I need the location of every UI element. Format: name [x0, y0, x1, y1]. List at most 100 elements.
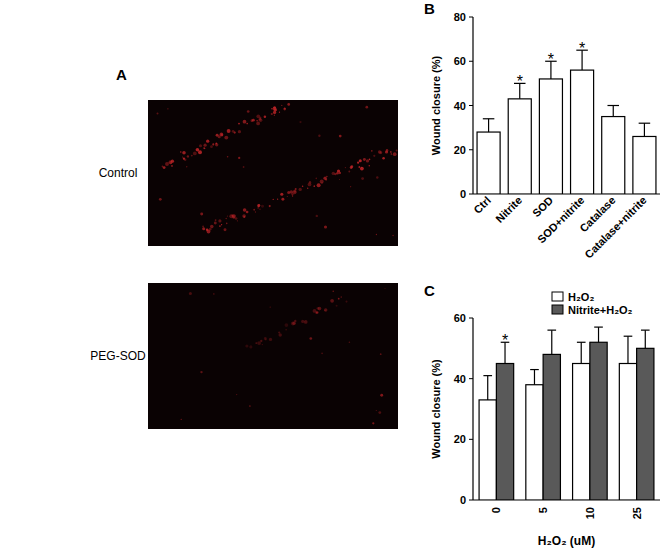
legend: H₂O₂Nitrite+H₂O₂: [552, 291, 633, 316]
cell-signal: [273, 106, 276, 109]
cell-signal: [273, 199, 274, 200]
cell-signal: [159, 198, 162, 201]
cell-signal: [358, 166, 360, 168]
y-tick-label: 60: [454, 55, 466, 67]
cell-signal: [204, 144, 207, 147]
error-bar: [577, 342, 586, 363]
cell-signal: [281, 105, 282, 106]
x-tick-label: SOD+nitrite: [535, 194, 586, 245]
bar: [526, 385, 543, 500]
cell-signal: [378, 411, 381, 414]
cell-signal: [271, 113, 273, 115]
error-stem: [645, 330, 646, 348]
cell-signal: [317, 183, 321, 187]
micrograph: [148, 283, 398, 429]
cell-signal: [259, 118, 263, 122]
cell-signal: [182, 151, 186, 155]
cell-signal: [255, 211, 256, 212]
cell-signal: [212, 143, 214, 145]
cell-signal: [324, 177, 325, 178]
cell-signal: [229, 214, 233, 218]
error-cap: [639, 123, 651, 124]
x-tick-label: 0: [490, 507, 502, 513]
cell-signal: [390, 151, 392, 153]
cell-signal: [360, 167, 364, 171]
cell-signal: [270, 306, 271, 307]
bar: [573, 364, 590, 501]
cell-signal: [318, 307, 322, 311]
cell-signal: [222, 135, 224, 137]
x-tick-label: SOD: [530, 194, 555, 219]
plot-area: [477, 50, 656, 194]
error-cap: [483, 118, 495, 119]
cell-signal: [284, 108, 286, 110]
cell-signal: [313, 185, 315, 187]
cell-signal: [369, 165, 371, 167]
panel-label: A: [116, 66, 127, 83]
cell-signal: [318, 135, 320, 137]
cell-signal: [350, 165, 353, 168]
bar: [619, 364, 636, 501]
cell-signal: [325, 179, 327, 181]
cell-signal: [186, 166, 188, 168]
cell-signal: [243, 120, 247, 124]
error-bar: [624, 336, 633, 363]
cell-signal: [299, 188, 302, 191]
cell-signal: [308, 183, 312, 187]
cell-signal: [214, 222, 217, 225]
cell-signal: [242, 214, 246, 218]
cell-signal: [259, 209, 260, 210]
cell-signal: [324, 308, 327, 311]
cell-signal: [393, 152, 397, 156]
cell-signal: [277, 199, 278, 200]
cell-signal: [307, 187, 309, 189]
cell-signal: [215, 143, 218, 146]
x-axis: [473, 193, 660, 194]
cell-signal: [261, 205, 264, 208]
cell-signal: [215, 143, 217, 145]
error-stem: [598, 327, 599, 342]
cell-signal: [238, 123, 240, 125]
cell-signal: [373, 155, 375, 157]
cell-signal: [323, 176, 327, 180]
cell-signal: [221, 224, 222, 225]
cell-signal: [209, 228, 212, 231]
cell-signal: [210, 225, 214, 229]
error-bar: [483, 119, 495, 132]
cell-signal: [187, 155, 189, 157]
cell-signal: [284, 323, 288, 327]
error-stem: [627, 336, 628, 363]
cell-signal: [391, 153, 392, 154]
cell-signal: [264, 337, 267, 340]
cell-signal: [202, 227, 205, 230]
y-tick-label: 80: [454, 11, 466, 23]
error-bar: [530, 370, 539, 385]
cell-signal: [320, 179, 324, 183]
error-stem: [551, 330, 552, 354]
error-stem: [487, 376, 488, 400]
bar: [479, 400, 496, 500]
cell-signal: [304, 320, 308, 324]
cell-signal: [224, 136, 228, 140]
cell-signal: [366, 159, 369, 162]
cell-signal: [321, 352, 323, 354]
error-cap: [624, 336, 633, 337]
y-axis-label: Wound closure (%): [430, 55, 442, 155]
error-bar: [594, 327, 603, 342]
cell-signal: [200, 371, 202, 373]
error-stem: [534, 370, 535, 385]
cell-signal: [237, 220, 238, 221]
cell-signal: [196, 148, 200, 152]
cell-signal: [363, 158, 366, 161]
cell-signal: [287, 196, 288, 197]
y-tick-label: 0: [460, 494, 466, 506]
error-stem: [581, 342, 582, 363]
bar: [633, 136, 656, 194]
cell-signal: [396, 149, 398, 151]
cell-signal: [249, 405, 251, 407]
cell-signal: [243, 166, 245, 168]
error-cap: [594, 327, 603, 328]
cell-signal: [330, 299, 334, 303]
cell-signal: [385, 150, 388, 153]
cell-signal: [295, 188, 297, 190]
